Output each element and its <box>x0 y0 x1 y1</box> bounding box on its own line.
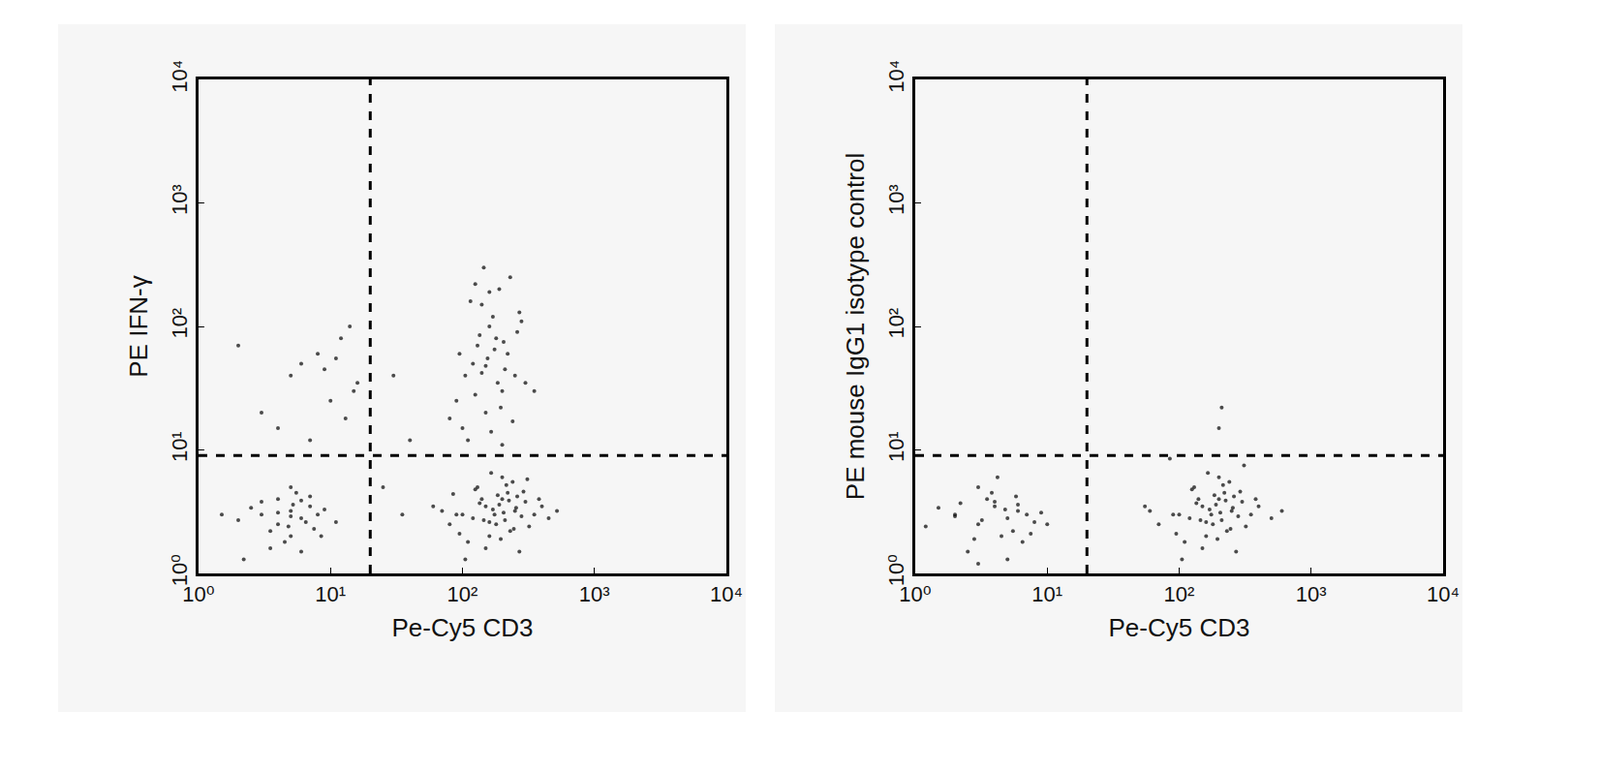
svg-text:10²: 10² <box>447 582 479 607</box>
svg-text:10⁰: 10⁰ <box>898 582 931 607</box>
svg-text:PE mouse IgG1 isotype control: PE mouse IgG1 isotype control <box>840 153 870 500</box>
svg-text:10⁴: 10⁴ <box>709 582 743 607</box>
svg-text:10⁴: 10⁴ <box>1426 582 1460 607</box>
svg-text:10²: 10² <box>167 307 192 339</box>
svg-text:10¹: 10¹ <box>167 430 192 462</box>
svg-text:10¹: 10¹ <box>884 430 909 462</box>
svg-text:10⁰: 10⁰ <box>884 553 909 586</box>
svg-text:10³: 10³ <box>579 582 611 607</box>
svg-text:10³: 10³ <box>884 184 909 216</box>
svg-text:10²: 10² <box>884 307 909 339</box>
svg-text:10²: 10² <box>1164 582 1196 607</box>
svg-text:Pe-Cy5 CD3: Pe-Cy5 CD3 <box>1108 613 1251 643</box>
svg-text:Pe-Cy5 CD3: Pe-Cy5 CD3 <box>392 613 534 643</box>
svg-text:10⁰: 10⁰ <box>182 582 215 607</box>
svg-text:10⁴: 10⁴ <box>884 60 909 93</box>
svg-text:10¹: 10¹ <box>1031 582 1063 607</box>
svg-text:10⁰: 10⁰ <box>167 553 192 586</box>
svg-text:10³: 10³ <box>167 184 192 216</box>
svg-text:PE IFN-γ: PE IFN-γ <box>123 275 154 377</box>
svg-text:10¹: 10¹ <box>314 582 346 607</box>
svg-text:10³: 10³ <box>1295 582 1327 607</box>
svg-text:10⁴: 10⁴ <box>167 60 192 93</box>
